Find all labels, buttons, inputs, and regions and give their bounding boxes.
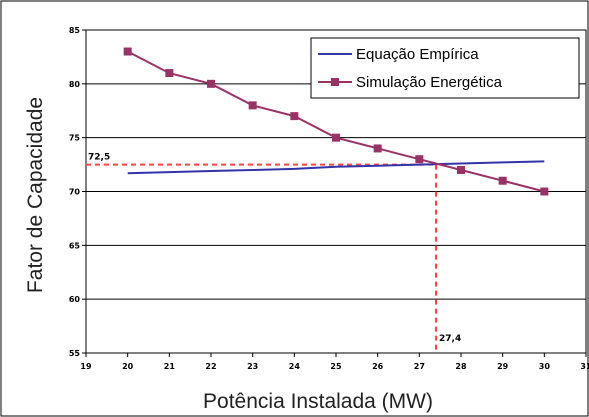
legend: Equação Empírica Simulação Energética bbox=[310, 37, 580, 99]
x-tick-label-0: 19 bbox=[80, 362, 92, 371]
annotations: 72,5 27,4 bbox=[86, 153, 461, 353]
y-tick-label-4: 75 bbox=[69, 134, 81, 143]
x-tick-label-5: 24 bbox=[289, 362, 301, 371]
x-tick-label-2: 21 bbox=[164, 362, 176, 371]
y-axis-title: Fator de Capacidade bbox=[24, 97, 47, 293]
x-tick-label-3: 22 bbox=[205, 362, 216, 371]
series-1-point-0 bbox=[123, 47, 132, 56]
x-tick-label-11: 30 bbox=[539, 362, 551, 371]
series-1-point-8 bbox=[457, 165, 465, 174]
y-tick-label-1: 60 bbox=[69, 295, 81, 304]
x-tick-label-6: 25 bbox=[330, 362, 342, 371]
x-tick-label-1: 20 bbox=[122, 362, 134, 371]
x-axis-ticks: 19 20 21 22 23 24 25 26 27 28 29 30 31 bbox=[80, 353, 589, 371]
legend-box bbox=[310, 37, 580, 99]
series-1-point-2 bbox=[207, 79, 215, 88]
x-tick-label-4: 23 bbox=[247, 362, 258, 371]
x-tick-label-8: 27 bbox=[414, 362, 425, 371]
y-tick-label-6: 85 bbox=[69, 26, 81, 35]
x-tick-label-7: 26 bbox=[372, 362, 384, 371]
series-1-point-9 bbox=[498, 176, 507, 185]
x-tick-label-10: 29 bbox=[497, 362, 509, 371]
annotation-label-x: 27,4 bbox=[439, 334, 461, 344]
series-1-point-1 bbox=[165, 69, 174, 78]
series bbox=[123, 47, 549, 196]
x-axis-title: Potência Instalada (MW) bbox=[203, 390, 433, 413]
legend-marker-simulacao bbox=[331, 78, 339, 86]
series-1-point-7 bbox=[415, 155, 424, 164]
series-1-point-3 bbox=[248, 101, 257, 110]
y-tick-label-2: 65 bbox=[69, 241, 81, 250]
y-tick-label-0: 55 bbox=[69, 349, 81, 358]
legend-label-simulacao: Simulação Energética bbox=[356, 74, 503, 91]
series-1-point-10 bbox=[540, 187, 549, 196]
series-1-point-6 bbox=[373, 144, 382, 153]
series-1-point-4 bbox=[290, 112, 299, 121]
legend-label-equacao: Equação Empírica bbox=[356, 46, 479, 63]
y-tick-label-5: 80 bbox=[69, 80, 81, 89]
x-tick-label-9: 28 bbox=[455, 362, 467, 371]
series-1-point-5 bbox=[332, 133, 340, 142]
annotation-label-y: 72,5 bbox=[88, 153, 110, 163]
y-axis-ticks: 55 60 65 70 75 80 85 bbox=[69, 26, 86, 358]
y-tick-label-3: 70 bbox=[69, 188, 81, 197]
series-line-0 bbox=[127, 160, 545, 175]
x-tick-label-12: 31 bbox=[580, 362, 589, 371]
